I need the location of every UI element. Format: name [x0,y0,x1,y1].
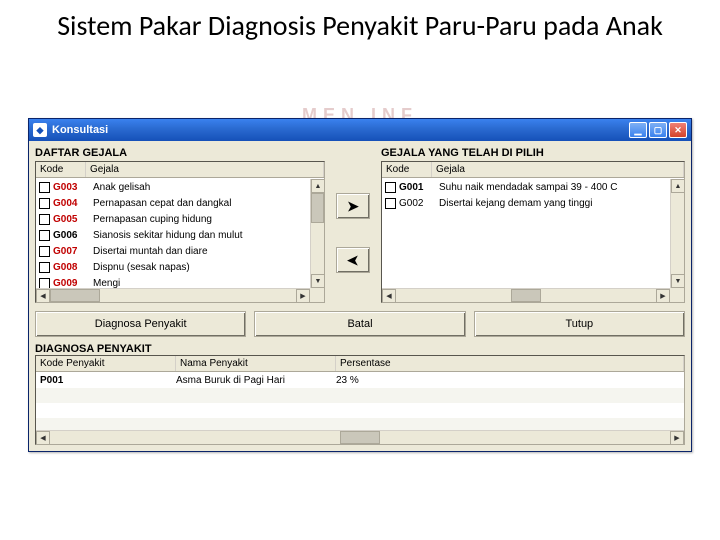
checkbox[interactable] [39,246,50,257]
table-row[interactable]: G004Pernapasan cepat dan dangkal [36,195,310,211]
col-persentase[interactable]: Persentase [336,356,684,371]
scroll-thumb[interactable] [311,193,324,223]
code: G008 [53,262,91,273]
list-header: Kode Gejala [382,162,684,178]
code: G004 [53,198,91,209]
list-header: Kode Gejala [36,162,324,178]
gejala-dipilih-panel: GEJALA YANG TELAH DI PILIH Kode Gejala G… [381,147,685,303]
checkbox[interactable] [385,182,396,193]
cancel-button[interactable]: Batal [254,311,465,337]
vscrollbar[interactable]: ▲ ▼ [310,179,324,288]
col-gejala[interactable]: Gejala [432,162,684,177]
scroll-left-icon[interactable]: ◀ [382,289,396,303]
list-header: Kode Penyakit Nama Penyakit Persentase [36,356,684,372]
code: G006 [53,230,91,241]
chevron-right-icon: ➤ [347,198,359,215]
col-gejala[interactable]: Gejala [86,162,324,177]
checkbox[interactable] [39,278,50,289]
checkbox[interactable] [39,198,50,209]
table-row[interactable]: G006Sianosis sekitar hidung dan mulut [36,227,310,243]
hscrollbar[interactable]: ◀ ▶ [36,288,310,302]
scroll-thumb-h[interactable] [340,431,380,444]
konsultasi-window: ◆ Konsultasi ▁ ▢ ✕ DAFTAR GEJALA Kode Ge… [28,118,692,452]
maximize-button[interactable]: ▢ [649,122,667,138]
table-row-empty [36,388,684,403]
scroll-up-icon[interactable]: ▲ [671,179,685,193]
minimize-button[interactable]: ▁ [629,122,647,138]
desc: Sianosis sekitar hidung dan mulut [91,230,310,241]
table-row[interactable]: G008Dispnu (sesak napas) [36,259,310,275]
scroll-down-icon[interactable]: ▼ [671,274,685,288]
scroll-left-icon[interactable]: ◀ [36,289,50,303]
scroll-left-icon[interactable]: ◀ [36,431,50,445]
remove-button[interactable]: ➤ [336,247,370,273]
diagnosa-list[interactable]: Kode Penyakit Nama Penyakit Persentase P… [35,355,685,445]
gejala-dipilih-list[interactable]: Kode Gejala G001Suhu naik mendadak sampa… [381,161,685,303]
persentase: 23 % [336,375,684,386]
col-kode[interactable]: Kode [382,162,432,177]
table-row-empty [36,403,684,418]
hscrollbar[interactable]: ◀ ▶ [382,288,670,302]
transfer-buttons: ➤ ➤ [329,147,377,303]
checkbox[interactable] [39,214,50,225]
add-button[interactable]: ➤ [336,193,370,219]
diagnosa-heading: DIAGNOSA PENYAKIT [35,343,685,355]
hscrollbar[interactable]: ◀ ▶ [36,430,684,444]
desc: Anak gelisah [91,182,310,193]
app-icon: ◆ [33,123,47,137]
kode-penyakit: P001 [36,375,176,386]
diagnose-button[interactable]: Diagnosa Penyakit [35,311,246,337]
nama-penyakit: Asma Buruk di Pagi Hari [176,375,336,386]
desc: Pernapasan cuping hidung [91,214,310,225]
chevron-left-icon: ➤ [347,252,359,269]
table-row[interactable]: G005Pernapasan cuping hidung [36,211,310,227]
daftar-gejala-list[interactable]: Kode Gejala G003Anak gelisahG004Pernapas… [35,161,325,303]
gejala-dipilih-heading: GEJALA YANG TELAH DI PILIH [381,147,685,159]
daftar-gejala-panel: DAFTAR GEJALA Kode Gejala G003Anak gelis… [35,147,325,303]
scroll-thumb-h[interactable] [511,289,541,302]
desc: Disertai muntah dan diare [91,246,310,257]
scroll-thumb-h[interactable] [50,289,100,302]
col-kode-penyakit[interactable]: Kode Penyakit [36,356,176,371]
scroll-right-icon[interactable]: ▶ [656,289,670,303]
table-row[interactable]: G001Suhu naik mendadak sampai 39 - 400 C [382,179,670,195]
desc: Mengi [91,278,310,289]
scroll-right-icon[interactable]: ▶ [670,431,684,445]
code: G009 [53,278,91,289]
titlebar[interactable]: ◆ Konsultasi ▁ ▢ ✕ [29,119,691,141]
code: G007 [53,246,91,257]
table-row[interactable]: P001Asma Buruk di Pagi Hari23 % [36,373,684,388]
desc: Pernapasan cepat dan dangkal [91,198,310,209]
action-row: Diagnosa Penyakit Batal Tutup [35,311,685,337]
desc: Disertai kejang demam yang tinggi [437,198,670,209]
table-row[interactable]: G009Mengi [36,275,310,288]
checkbox[interactable] [39,262,50,273]
slide-title: Sistem Pakar Diagnosis Penyakit Paru-Par… [0,0,720,48]
checkbox[interactable] [39,230,50,241]
col-nama-penyakit[interactable]: Nama Penyakit [176,356,336,371]
tutup-button[interactable]: Tutup [474,311,685,337]
table-row[interactable]: G007Disertai muntah dan diare [36,243,310,259]
scroll-up-icon[interactable]: ▲ [311,179,325,193]
window-title: Konsultasi [52,124,108,136]
code: G002 [399,198,437,209]
client-area: DAFTAR GEJALA Kode Gejala G003Anak gelis… [29,141,691,451]
scroll-right-icon[interactable]: ▶ [296,289,310,303]
code: G005 [53,214,91,225]
vscrollbar[interactable]: ▲ ▼ [670,179,684,288]
code: G003 [53,182,91,193]
col-kode[interactable]: Kode [36,162,86,177]
desc: Dispnu (sesak napas) [91,262,310,273]
close-button[interactable]: ✕ [669,122,687,138]
scroll-down-icon[interactable]: ▼ [311,274,325,288]
code: G001 [399,182,437,193]
table-row[interactable]: G003Anak gelisah [36,179,310,195]
table-row[interactable]: G002Disertai kejang demam yang tinggi [382,195,670,211]
desc: Suhu naik mendadak sampai 39 - 400 C [437,182,670,193]
checkbox[interactable] [385,198,396,209]
checkbox[interactable] [39,182,50,193]
daftar-gejala-heading: DAFTAR GEJALA [35,147,325,159]
